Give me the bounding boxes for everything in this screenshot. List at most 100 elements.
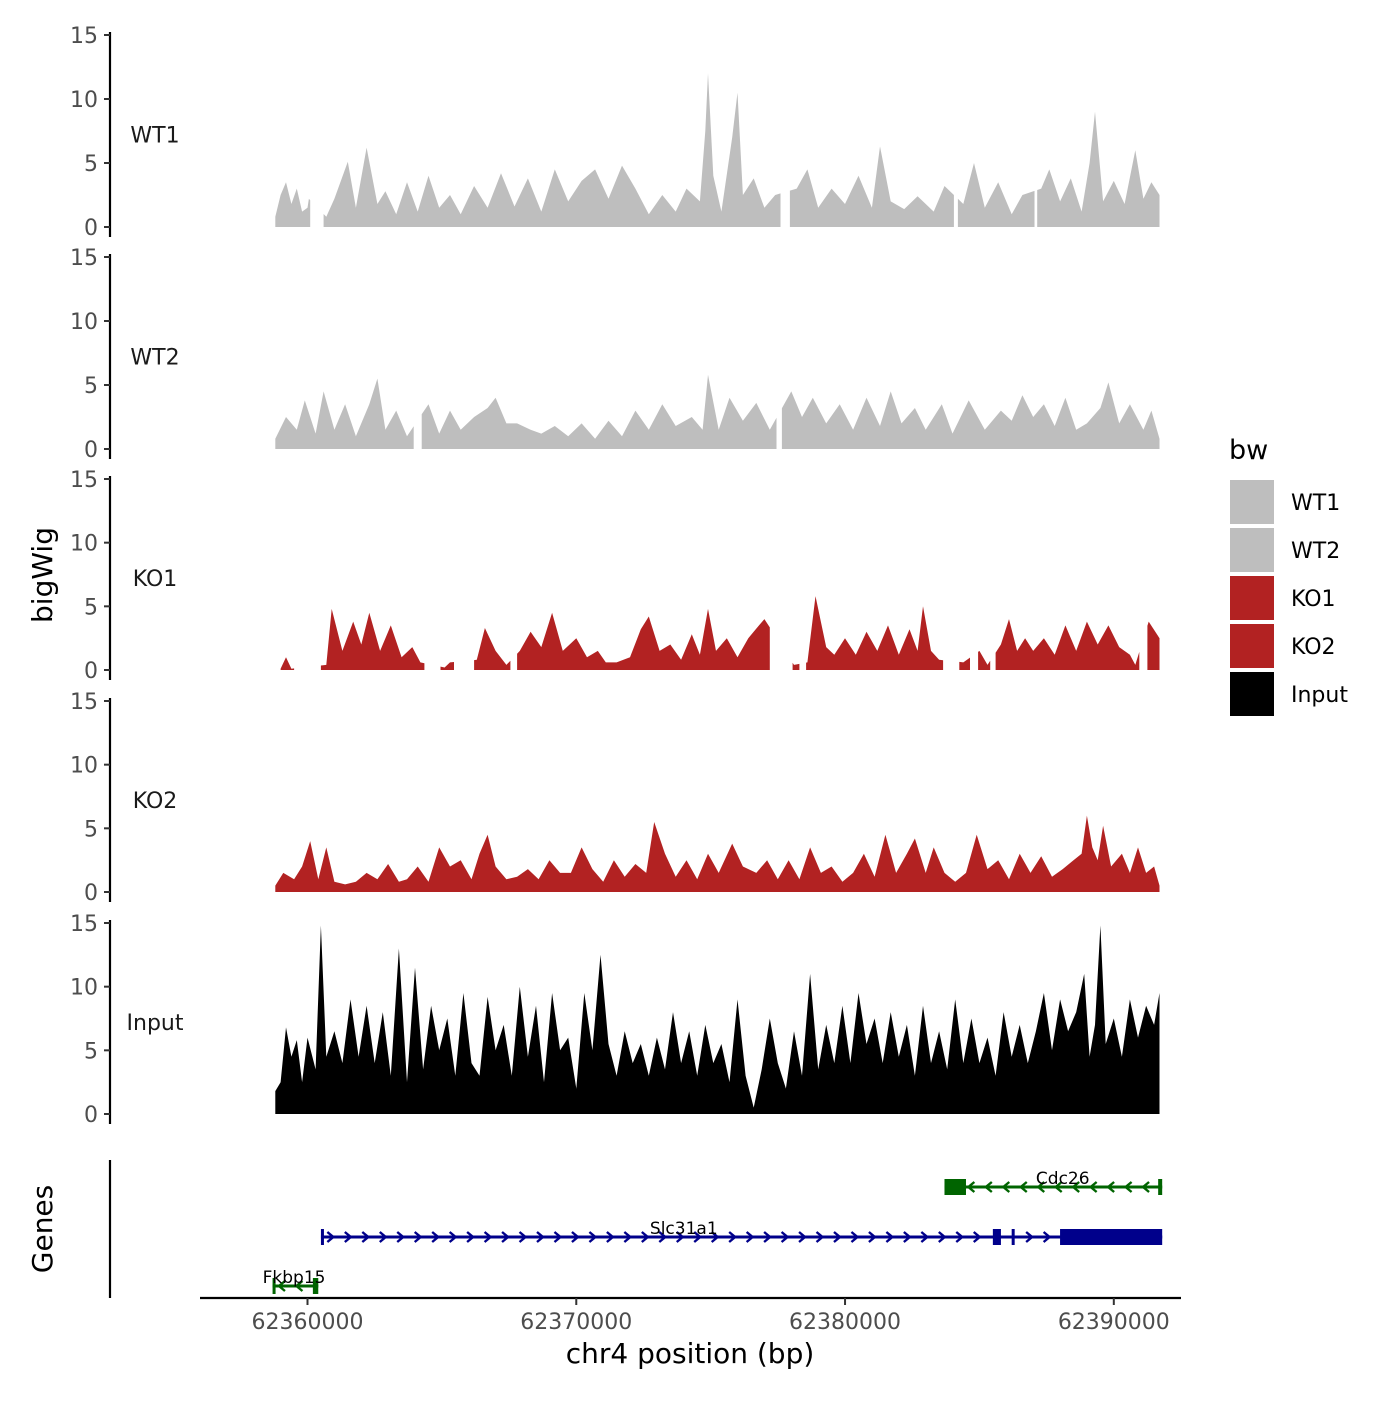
track-ko2: 0 5 10 15 KO2 bbox=[70, 690, 1160, 906]
coverage-area-ko1 bbox=[792, 662, 800, 670]
legend-swatch bbox=[1230, 672, 1274, 716]
strand-arrow bbox=[571, 1231, 580, 1243]
coverage-area-ko1 bbox=[320, 608, 425, 670]
coverage-area-wt1 bbox=[957, 163, 1035, 227]
strand-arrow bbox=[396, 1231, 406, 1243]
legend-label: KO1 bbox=[1291, 587, 1336, 612]
legend-label: WT1 bbox=[1291, 491, 1340, 516]
strand-arrow bbox=[815, 1231, 825, 1243]
legend-swatch bbox=[1230, 528, 1274, 572]
y-tick-label: 10 bbox=[70, 532, 98, 557]
track-ko1: 0 5 10 15 KO1 bbox=[70, 468, 1160, 684]
strand-arrow bbox=[501, 1231, 510, 1243]
y-tick-label: 15 bbox=[70, 912, 98, 937]
y-tick-label: 15 bbox=[70, 246, 98, 271]
y-tick-label: 0 bbox=[84, 438, 98, 463]
strand-arrow bbox=[763, 1231, 772, 1243]
strand-arrow bbox=[641, 1231, 650, 1243]
coverage-area-input bbox=[275, 925, 1160, 1114]
strand-arrow bbox=[326, 1231, 336, 1243]
y-tick-label: 15 bbox=[70, 690, 98, 715]
x-tick-label: 62360000 bbox=[252, 1310, 364, 1335]
legend-title: bw bbox=[1229, 435, 1268, 466]
y-tick-label: 10 bbox=[70, 310, 98, 335]
strand-arrow bbox=[413, 1231, 423, 1243]
coverage-area-ko1 bbox=[978, 650, 991, 670]
exon bbox=[992, 1229, 1001, 1245]
strand-arrow bbox=[466, 1231, 475, 1243]
strand-arrow bbox=[885, 1231, 895, 1243]
coverage-area-ko1 bbox=[1147, 621, 1160, 670]
strand-arrow bbox=[850, 1231, 860, 1243]
legend-item-ko2: KO2 bbox=[1230, 624, 1336, 668]
legend-swatch bbox=[1230, 624, 1274, 668]
strand-arrow bbox=[344, 1231, 353, 1243]
legend-item-input: Input bbox=[1230, 672, 1348, 716]
strand-arrow bbox=[903, 1231, 912, 1243]
strand-arrow bbox=[623, 1231, 633, 1243]
y-axis-title: bigWig bbox=[26, 527, 59, 623]
strand-arrow bbox=[920, 1231, 930, 1243]
legend-item-wt2: WT2 bbox=[1230, 528, 1340, 572]
exon bbox=[1011, 1229, 1015, 1245]
coverage-area-ko2 bbox=[275, 815, 1160, 892]
gene-label-slc31a1: Slc31a1 bbox=[650, 1219, 718, 1239]
strand-arrow bbox=[483, 1231, 493, 1243]
strand-arrow bbox=[361, 1231, 371, 1243]
coverage-area-ko1 bbox=[517, 608, 770, 670]
gene-fkbp15: Fkbp15 bbox=[263, 1268, 326, 1294]
strand-arrow bbox=[1001, 1181, 1011, 1193]
legend-swatch bbox=[1230, 576, 1274, 620]
genes-axis-title: Genes bbox=[26, 1185, 59, 1273]
coverage-area-wt2 bbox=[275, 378, 414, 449]
x-tick-label: 62390000 bbox=[1058, 1310, 1170, 1335]
x-tick-label: 62370000 bbox=[520, 1310, 632, 1335]
coverage-area-wt1 bbox=[275, 182, 311, 227]
track-label-wt2: WT2 bbox=[130, 346, 179, 371]
x-tick-label: 62380000 bbox=[789, 1310, 901, 1335]
gene-label-fkbp15: Fkbp15 bbox=[263, 1268, 326, 1288]
strand-arrow bbox=[972, 1231, 982, 1243]
strand-arrow bbox=[277, 1280, 286, 1292]
legend-item-wt1: WT1 bbox=[1230, 480, 1340, 524]
strand-arrow bbox=[431, 1231, 441, 1243]
track-label-input: Input bbox=[127, 1011, 184, 1036]
coverage-area-ko1 bbox=[959, 657, 970, 670]
track-wt1: 0 5 10 15 WT1 bbox=[70, 24, 1160, 241]
y-tick-label: 0 bbox=[84, 1103, 98, 1128]
y-tick-label: 5 bbox=[84, 152, 98, 177]
y-tick-label: 5 bbox=[84, 595, 98, 620]
strand-arrow bbox=[1036, 1181, 1046, 1193]
track-label-ko2: KO2 bbox=[133, 789, 178, 814]
strand-arrow bbox=[518, 1231, 528, 1243]
legend-label: Input bbox=[1291, 683, 1348, 708]
strand-arrow bbox=[606, 1231, 615, 1243]
exon bbox=[320, 1229, 324, 1245]
strand-arrow bbox=[448, 1231, 458, 1243]
exon bbox=[944, 1179, 966, 1195]
strand-arrow bbox=[675, 1231, 685, 1243]
strand-arrow bbox=[294, 1280, 304, 1292]
strand-arrow bbox=[1042, 1231, 1052, 1243]
strand-arrow bbox=[378, 1231, 388, 1243]
coverage-area-ko1 bbox=[280, 657, 295, 670]
y-tick-label: 0 bbox=[84, 881, 98, 906]
strand-arrow bbox=[868, 1231, 877, 1243]
legend-label: WT2 bbox=[1291, 539, 1340, 564]
gene-cdc26: Cdc26 bbox=[944, 1169, 1163, 1195]
y-tick-label: 5 bbox=[84, 817, 98, 842]
strand-arrow bbox=[938, 1231, 947, 1243]
strand-arrow bbox=[1088, 1181, 1098, 1193]
y-tick-label: 0 bbox=[84, 216, 98, 241]
strand-arrow bbox=[798, 1231, 807, 1243]
coverage-area-wt1 bbox=[789, 146, 954, 227]
strand-arrow bbox=[983, 1181, 993, 1193]
exon bbox=[1060, 1229, 1163, 1245]
gene-label-cdc26: Cdc26 bbox=[1036, 1169, 1090, 1189]
legend: bw WT1 WT2 KO1 KO2 Input bbox=[1229, 435, 1348, 716]
track-input: 0 5 10 15 Input bbox=[70, 912, 1160, 1128]
strand-arrow bbox=[955, 1231, 965, 1243]
strand-arrow bbox=[780, 1231, 790, 1243]
strand-arrow bbox=[1123, 1181, 1133, 1193]
